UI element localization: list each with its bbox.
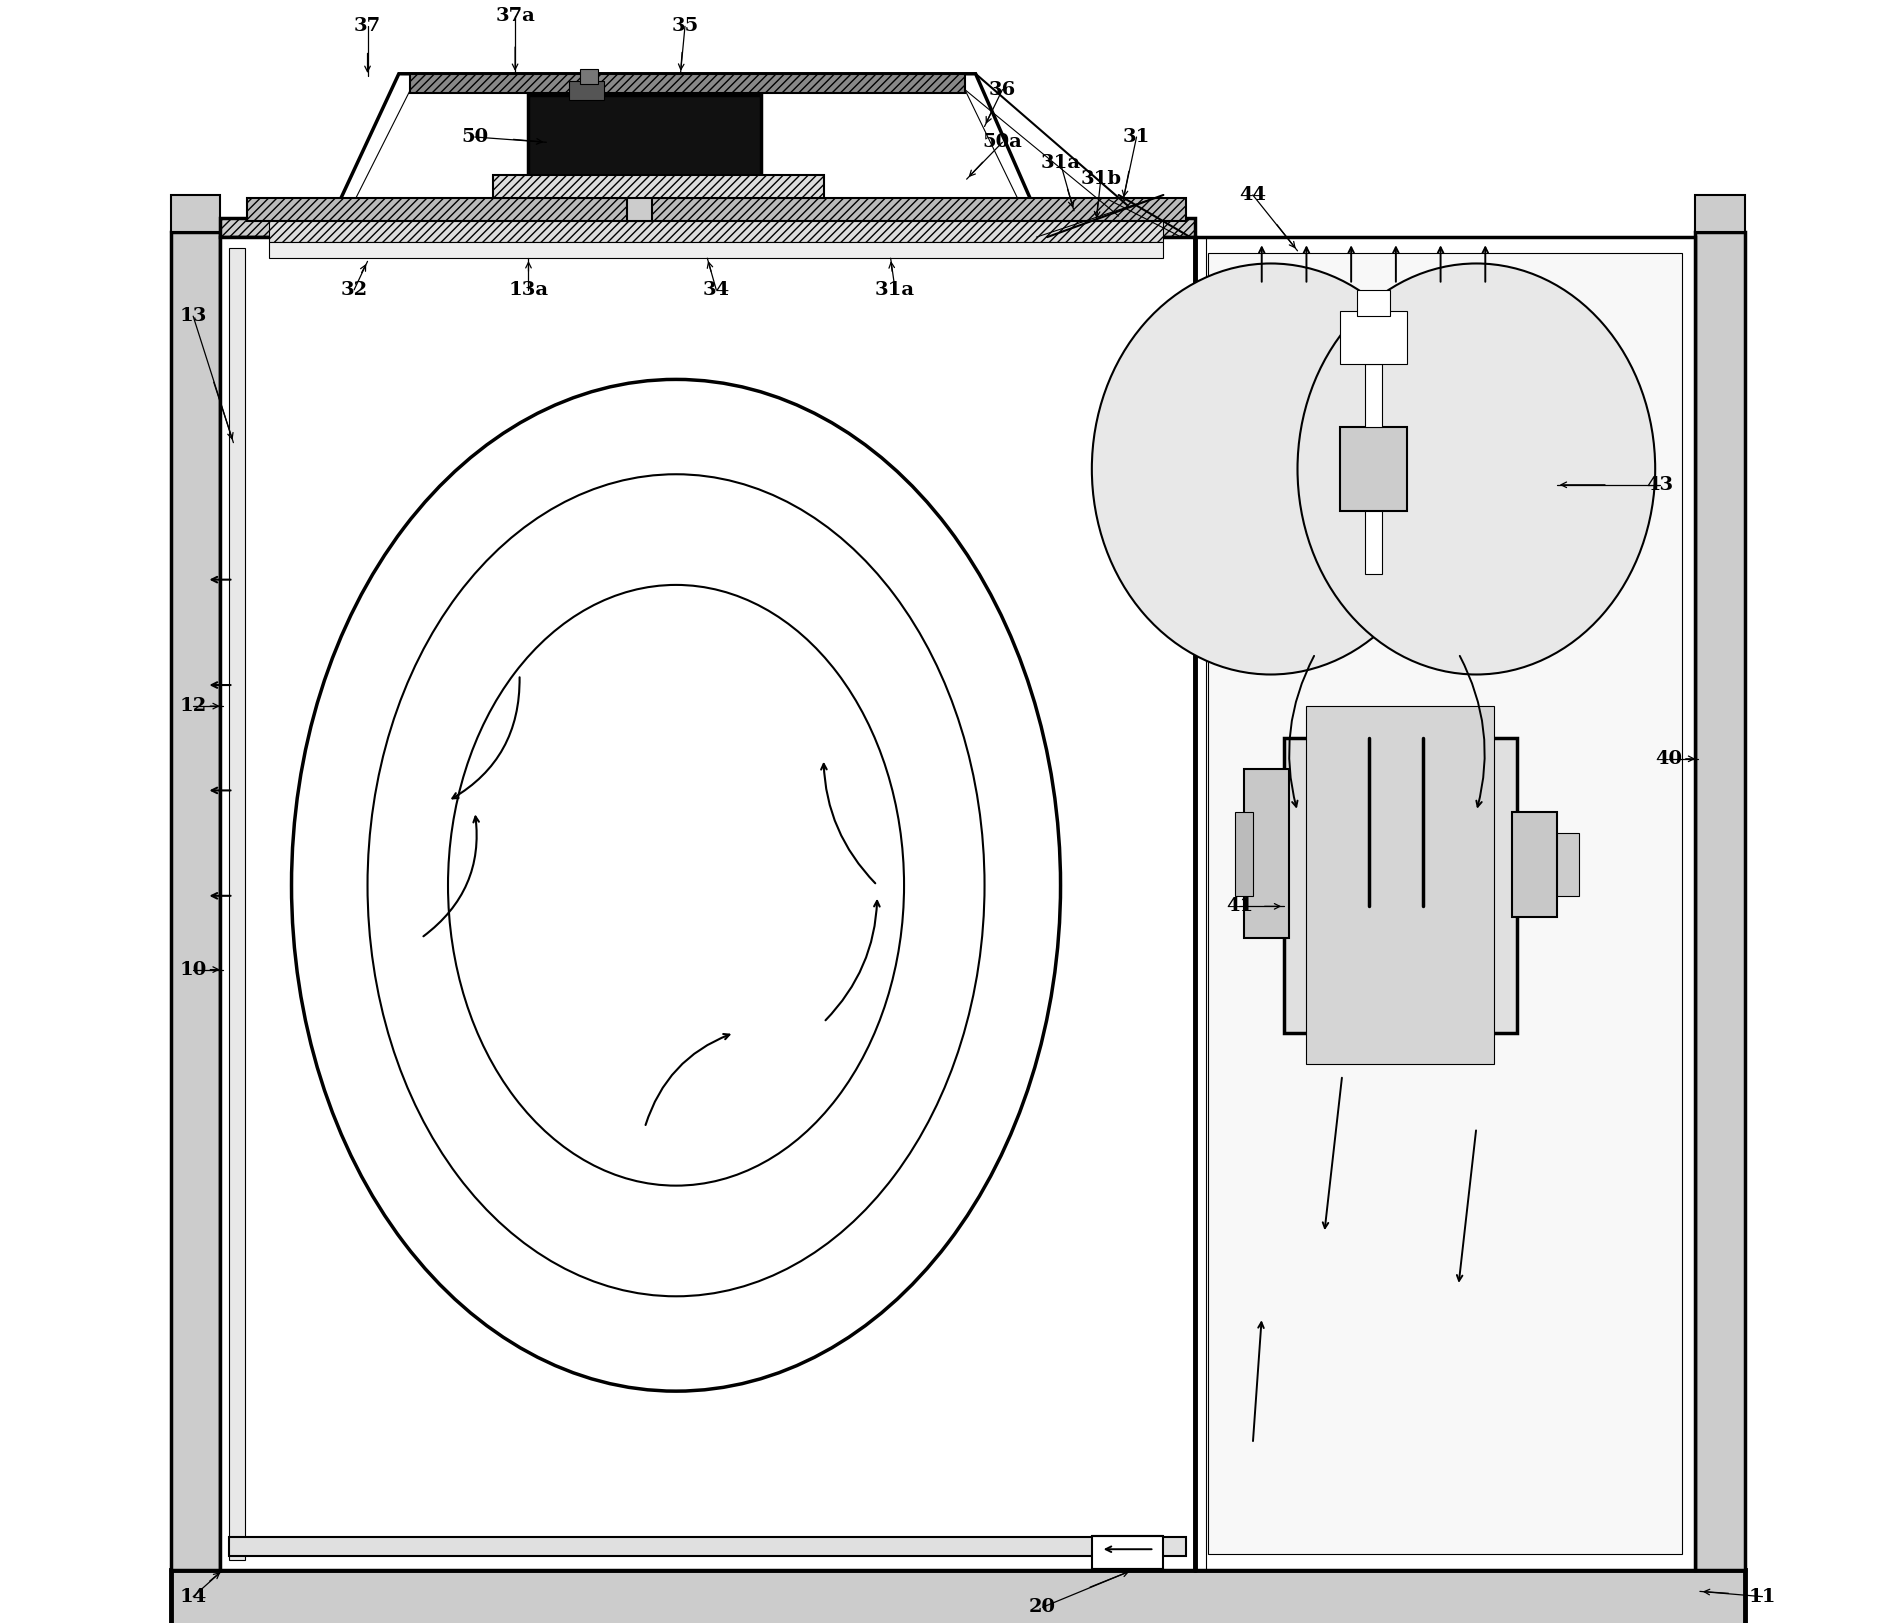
Bar bbox=[228, 237, 1033, 256]
Bar bbox=[628, 190, 652, 221]
Bar bbox=[1695, 232, 1744, 1571]
Text: 35: 35 bbox=[671, 18, 698, 36]
Text: 11: 11 bbox=[1748, 1587, 1776, 1605]
Text: 41: 41 bbox=[1225, 898, 1253, 915]
Text: 31: 31 bbox=[1122, 128, 1151, 146]
Text: 34: 34 bbox=[702, 281, 730, 299]
Bar bbox=[221, 217, 1194, 237]
Text: 31b: 31b bbox=[1080, 170, 1122, 188]
Text: 50a: 50a bbox=[983, 133, 1023, 151]
Polygon shape bbox=[323, 73, 1048, 237]
Bar bbox=[171, 1571, 1744, 1623]
Bar bbox=[569, 81, 605, 101]
Text: 36: 36 bbox=[989, 81, 1016, 99]
Bar bbox=[1307, 706, 1495, 1065]
Bar bbox=[493, 175, 824, 198]
Text: 31a: 31a bbox=[875, 281, 915, 299]
Text: 43: 43 bbox=[1645, 476, 1674, 493]
Bar bbox=[411, 73, 964, 93]
Text: 44: 44 bbox=[1240, 187, 1267, 204]
Text: 40: 40 bbox=[1655, 750, 1681, 768]
Bar bbox=[1695, 195, 1744, 232]
Bar bbox=[529, 94, 761, 190]
Text: 14: 14 bbox=[179, 1587, 207, 1605]
Text: 32: 32 bbox=[340, 281, 367, 299]
Bar bbox=[228, 248, 245, 1560]
Bar bbox=[1558, 833, 1579, 896]
Bar bbox=[1208, 253, 1681, 1555]
Text: 12: 12 bbox=[179, 698, 207, 716]
Bar bbox=[270, 242, 1164, 258]
Bar bbox=[580, 68, 599, 84]
Bar bbox=[1194, 237, 1695, 1571]
Bar bbox=[1234, 812, 1253, 896]
Bar bbox=[1364, 364, 1383, 427]
Bar bbox=[171, 195, 221, 232]
Text: 37a: 37a bbox=[495, 6, 534, 24]
Bar bbox=[1244, 769, 1288, 938]
Bar bbox=[1358, 291, 1390, 316]
Bar bbox=[1284, 738, 1516, 1032]
Text: 20: 20 bbox=[1029, 1599, 1056, 1617]
Bar bbox=[247, 198, 1185, 221]
Bar bbox=[1339, 312, 1407, 364]
Text: 37: 37 bbox=[354, 18, 380, 36]
Bar bbox=[228, 1537, 1185, 1555]
Text: 13a: 13a bbox=[508, 281, 548, 299]
Bar bbox=[1364, 511, 1383, 575]
Text: 50: 50 bbox=[462, 128, 489, 146]
Bar bbox=[171, 232, 221, 1571]
Bar bbox=[1339, 427, 1407, 511]
Text: 10: 10 bbox=[179, 961, 207, 979]
Bar bbox=[221, 237, 1194, 1571]
Bar bbox=[270, 221, 1164, 242]
Text: 31a: 31a bbox=[1040, 154, 1080, 172]
Bar bbox=[1512, 812, 1558, 917]
Bar bbox=[1092, 1535, 1164, 1569]
Text: 13: 13 bbox=[179, 307, 207, 325]
Ellipse shape bbox=[1092, 263, 1449, 675]
Ellipse shape bbox=[1297, 263, 1655, 675]
